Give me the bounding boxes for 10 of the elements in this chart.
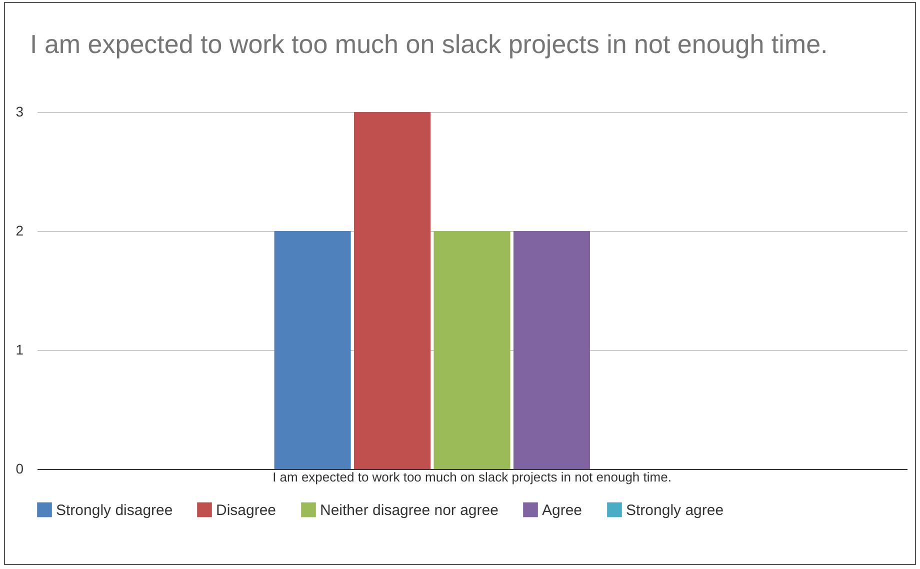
y-tick-label: 3 <box>16 104 24 120</box>
legend-label: Disagree <box>216 502 276 519</box>
y-tick-label: 1 <box>16 342 24 358</box>
y-tick-label: 2 <box>16 222 24 238</box>
chart-title: I am expected to work too much on slack projects in not enough time. <box>30 29 829 59</box>
legend-label: Strongly agree <box>626 502 724 519</box>
y-tick-label: 0 <box>16 460 24 476</box>
legend-label: Agree <box>542 502 582 519</box>
legend-label: Strongly disagree <box>56 502 173 519</box>
legend-label: Neither disagree nor agree <box>320 502 498 519</box>
